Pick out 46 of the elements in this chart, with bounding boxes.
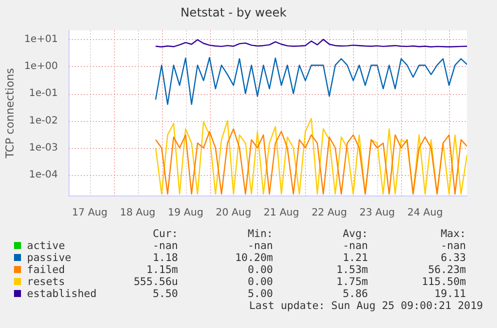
x-tick-label: 21 Aug	[264, 208, 300, 219]
x-tick-label: 23 Aug	[359, 208, 395, 219]
text: Last update: Sun Aug 25 09:00:21 2019	[248, 300, 483, 312]
text: Min:	[246, 228, 273, 240]
legend-label: failed	[27, 264, 65, 276]
text: 1.15m	[145, 264, 178, 276]
y-tick-label: 1e-01	[28, 88, 58, 100]
text: 6.33	[440, 252, 466, 264]
text: 56.23m	[427, 264, 466, 276]
y-tick-label: 1e+00	[24, 60, 58, 72]
text: 1.53m	[335, 264, 368, 276]
text: Max:	[440, 228, 466, 240]
x-tick-label: 20 Aug	[216, 208, 252, 219]
chart-title: Netstat - by week	[180, 5, 287, 20]
text: 10.20m	[234, 252, 273, 264]
legend-label: passive	[27, 252, 72, 264]
y-axis-title: TCP connections	[3, 68, 16, 160]
text: 555.56u	[132, 276, 178, 288]
y-tick-label: 1e+01	[24, 34, 58, 45]
x-tick-label: 22 Aug	[312, 208, 347, 219]
text: 115.50m	[420, 276, 466, 288]
legend-label: resets	[27, 276, 65, 288]
x-tick-label: 24 Aug	[407, 208, 443, 219]
text: -nan	[246, 240, 273, 252]
y-tick-label: 1e-03	[28, 142, 58, 154]
text: 1.18	[152, 252, 178, 264]
text: 5.50	[152, 288, 178, 300]
text: Avg:	[342, 228, 368, 240]
text: 1.21	[342, 252, 368, 264]
text: Cur:	[152, 228, 178, 240]
text: -nan	[152, 240, 178, 252]
text: 19.11	[433, 288, 466, 300]
text: -nan	[440, 240, 466, 252]
text: 0.00	[246, 264, 273, 276]
text: 5.00	[246, 288, 273, 300]
text: 0.00	[246, 276, 273, 288]
text: 1.75m	[335, 276, 368, 288]
x-tick-label: 18 Aug	[120, 208, 156, 219]
y-tick-label: 1e-04	[28, 170, 58, 181]
legend-label: active	[27, 240, 65, 252]
text: -nan	[342, 240, 368, 252]
text: 5.86	[342, 288, 368, 300]
legend-label: established	[27, 288, 97, 300]
x-tick-label: 19 Aug	[168, 208, 204, 219]
y-tick-label: 1e-02	[28, 115, 58, 126]
x-tick-label: 17 Aug	[72, 208, 108, 219]
